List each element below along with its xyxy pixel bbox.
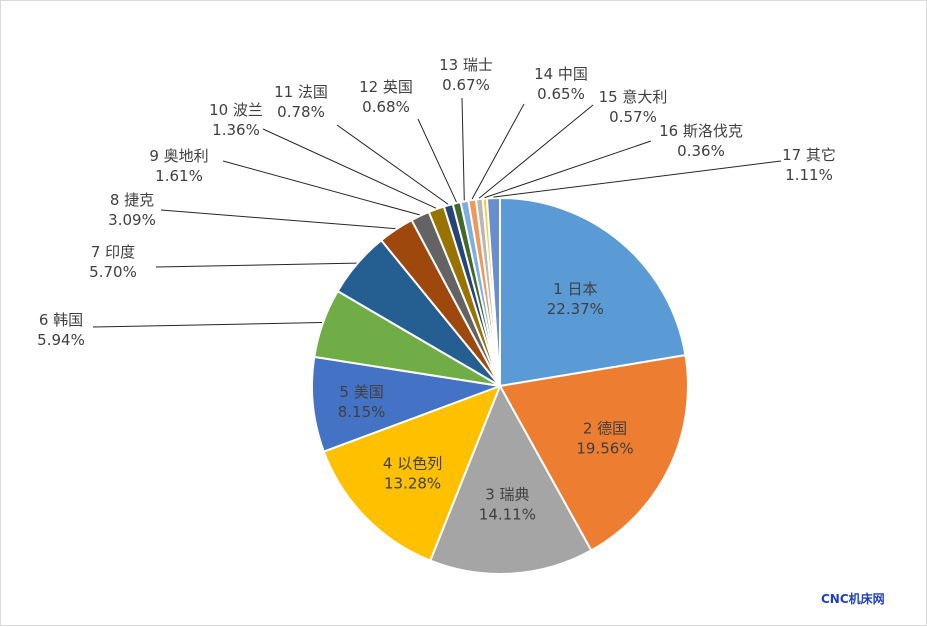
slice-value-label: 0.78% [277, 103, 325, 121]
slice-label: 10 波兰 [209, 101, 263, 119]
slice-value-label: 0.36% [677, 142, 725, 160]
slice-label: 4 以色列 [383, 454, 442, 472]
watermark: CNC机床网 [821, 592, 885, 606]
leader-line [262, 128, 437, 209]
slice-label: 13 瑞士 [439, 56, 493, 74]
leader-line [461, 97, 465, 201]
slice-label: 3 瑞典 [485, 485, 529, 503]
slice-value-label: 0.67% [442, 76, 490, 94]
slice-value-label: 1.36% [212, 121, 260, 139]
leader-line [155, 262, 357, 268]
slice-value-label: 5.94% [37, 331, 85, 349]
leader-line [160, 209, 396, 230]
slice-label: 15 意大利 [599, 88, 668, 106]
slice-label: 6 韩国 [39, 311, 83, 329]
slice-value-label: 3.09% [108, 211, 156, 229]
slice-label: 11 法国 [274, 83, 328, 101]
leader-line [478, 104, 594, 199]
slice-value-label: 22.37% [547, 300, 604, 318]
slice-value-label: 19.56% [576, 440, 633, 458]
leader-line [417, 118, 457, 203]
leader-line [92, 322, 322, 328]
slice-label: 1 日本 [553, 280, 597, 298]
slice-value-label: 1.61% [155, 167, 203, 185]
slice-value-label: 13.28% [384, 474, 441, 492]
slice-label: 14 中国 [534, 65, 588, 83]
slice-value-label: 0.57% [609, 108, 657, 126]
leader-line [484, 140, 652, 199]
pie-slice [498, 353, 689, 552]
pie-slice [485, 196, 501, 387]
slice-label: 8 捷克 [110, 191, 154, 209]
pie-labels: 1 日本 22.37% 2 德国 19.56% 3 瑞典 14.11% 4 以色列 13.28… [37, 56, 836, 523]
slice-value-label: 5.70% [89, 263, 137, 281]
slice-label: 2 德国 [583, 420, 627, 438]
slice-label: 9 奥地利 [149, 147, 208, 165]
slice-label: 16 斯洛伐克 [659, 122, 743, 140]
pie-slice [499, 196, 687, 388]
pie-slices [311, 196, 689, 575]
slice-value-label: 14.11% [479, 505, 536, 523]
pie-slice [322, 384, 502, 562]
slice-value-label: 8.15% [338, 403, 386, 421]
leader-line [471, 103, 525, 200]
slice-label: 7 印度 [91, 243, 135, 261]
pie-slice [428, 383, 593, 575]
slice-label: 12 英国 [359, 78, 413, 96]
slice-value-label: 0.65% [537, 85, 585, 103]
slice-label: 5 美国 [339, 383, 383, 401]
slice-label: 17 其它 [782, 146, 836, 164]
leader-line [493, 160, 782, 198]
slice-value-label: 1.11% [785, 166, 833, 184]
leader-line [222, 160, 420, 216]
slice-value-label: 0.68% [362, 98, 410, 116]
leader-line [336, 124, 449, 205]
pie-slice [311, 355, 504, 453]
